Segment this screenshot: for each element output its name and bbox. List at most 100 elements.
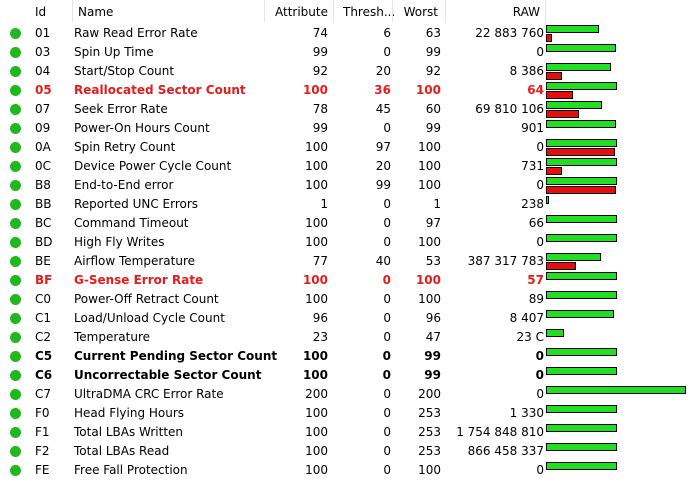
column-divider[interactable]	[392, 0, 393, 22]
attribute-id: C7	[35, 387, 52, 401]
column-header-attribute[interactable]: Attribute	[275, 5, 328, 19]
attribute-threshold: 0	[383, 121, 391, 135]
attribute-raw: 23 C	[516, 330, 544, 344]
attribute-raw: 731	[521, 159, 544, 173]
attribute-threshold: 0	[383, 197, 391, 211]
attribute-name: Start/Stop Count	[74, 64, 175, 78]
attribute-value: 100	[302, 368, 328, 382]
attribute-value: 100	[305, 216, 328, 230]
table-row[interactable]: C6 Uncorrectable Sector Count 100 0 99 0	[0, 366, 696, 385]
attribute-value: 96	[312, 311, 328, 325]
attribute-raw: 866 458 337	[467, 444, 544, 458]
table-row[interactable]: C1 Load/Unload Cycle Count 96 0 96 8 407	[0, 309, 696, 328]
table-row[interactable]: 09 Power-On Hours Count 99 0 99 901	[0, 119, 696, 138]
table-row[interactable]: F0 Head Flying Hours 100 0 253 1 330	[0, 404, 696, 423]
attribute-threshold: 0	[382, 349, 391, 363]
attribute-name: Total LBAs Written	[74, 425, 184, 439]
column-divider[interactable]	[264, 0, 265, 22]
attribute-id: 0A	[35, 140, 51, 154]
table-row[interactable]: BD High Fly Writes 100 0 100 0	[0, 233, 696, 252]
column-header-id[interactable]: Id	[35, 5, 47, 19]
attribute-worst: 99	[425, 121, 441, 135]
attribute-raw: 0	[536, 140, 544, 154]
attribute-threshold: 0	[383, 406, 391, 420]
attribute-threshold: 20	[375, 64, 391, 78]
column-header-raw[interactable]: RAW	[512, 5, 540, 19]
threshold-bar	[546, 262, 576, 270]
attribute-id: BC	[35, 216, 52, 230]
table-row[interactable]: 0C Device Power Cycle Count 100 20 100 731	[0, 157, 696, 176]
attribute-name: Device Power Cycle Count	[74, 159, 232, 173]
column-header-name[interactable]: Name	[78, 5, 114, 19]
attribute-name: Current Pending Sector Count	[74, 349, 278, 363]
attribute-name: Power-Off Retract Count	[74, 292, 219, 306]
table-row[interactable]: F1 Total LBAs Written 100 0 253 1 754 848 810	[0, 423, 696, 442]
value-bar	[546, 462, 617, 470]
attribute-threshold: 0	[383, 45, 391, 59]
attribute-raw: 0	[535, 349, 544, 363]
table-row[interactable]: C2 Temperature 23 0 47 23 C	[0, 328, 696, 347]
value-bar	[546, 386, 686, 394]
table-row[interactable]: BF G-Sense Error Rate 100 0 100 57	[0, 271, 696, 290]
table-row[interactable]: C0 Power-Off Retract Count 100 0 100 89	[0, 290, 696, 309]
attribute-raw: 0	[536, 463, 544, 477]
attribute-raw: 387 317 783	[467, 254, 544, 268]
status-ok-icon	[10, 332, 21, 343]
attribute-worst: 96	[425, 311, 441, 325]
column-divider[interactable]	[72, 0, 73, 22]
table-row[interactable]: BB Reported UNC Errors 1 0 1 238	[0, 195, 696, 214]
attribute-raw: 66	[528, 216, 544, 230]
attribute-threshold: 20	[375, 159, 391, 173]
attribute-worst: 100	[418, 159, 441, 173]
attribute-threshold: 99	[375, 178, 391, 192]
table-row[interactable]: 05 Reallocated Sector Count 100 36 100 64	[0, 81, 696, 100]
column-divider[interactable]	[333, 0, 334, 22]
attribute-threshold: 45	[375, 102, 391, 116]
attribute-name: Airflow Temperature	[74, 254, 196, 268]
attribute-id: C0	[35, 292, 52, 306]
attribute-id: F1	[35, 425, 50, 439]
attribute-value: 23	[312, 330, 328, 344]
attribute-id: 04	[35, 64, 51, 78]
column-divider[interactable]	[545, 0, 546, 22]
attribute-name: Spin Retry Count	[74, 140, 176, 154]
attribute-threshold: 0	[382, 368, 391, 382]
attribute-worst: 92	[425, 64, 441, 78]
attribute-name: UltraDMA CRC Error Rate	[74, 387, 224, 401]
attribute-worst: 253	[418, 406, 441, 420]
table-row[interactable]: 07 Seek Error Rate 78 45 60 69 810 106	[0, 100, 696, 119]
table-row[interactable]: F2 Total LBAs Read 100 0 253 866 458 337	[0, 442, 696, 461]
status-ok-icon	[10, 199, 21, 210]
value-bar	[546, 234, 617, 242]
value-bar	[546, 215, 617, 223]
attribute-id: C2	[35, 330, 52, 344]
column-header-threshold[interactable]: Thresh...	[343, 5, 396, 19]
table-row[interactable]: B8 End-to-End error 100 99 100 0	[0, 176, 696, 195]
attribute-id: 03	[35, 45, 51, 59]
attribute-threshold: 0	[383, 387, 391, 401]
threshold-bar	[546, 186, 617, 194]
attribute-name: Seek Error Rate	[74, 102, 168, 116]
status-ok-icon	[10, 351, 21, 362]
attribute-id: F2	[35, 444, 50, 458]
table-header: Id Name Attribute Thresh... Worst RAW	[0, 0, 696, 24]
table-row[interactable]: 0A Spin Retry Count 100 97 100 0	[0, 138, 696, 157]
status-ok-icon	[10, 47, 21, 58]
value-bar	[546, 139, 617, 147]
table-row[interactable]: BC Command Timeout 100 0 97 66	[0, 214, 696, 233]
table-row[interactable]: 01 Raw Read Error Rate 74 6 63 22 883 760	[0, 24, 696, 43]
table-row[interactable]: 03 Spin Up Time 99 0 99 0	[0, 43, 696, 62]
table-row[interactable]: C7 UltraDMA CRC Error Rate 200 0 200 0	[0, 385, 696, 404]
table-row[interactable]: FE Free Fall Protection 100 0 100 0	[0, 461, 696, 480]
attribute-name: Spin Up Time	[74, 45, 154, 59]
attribute-name: Power-On Hours Count	[74, 121, 210, 135]
table-row[interactable]: 04 Start/Stop Count 92 20 92 8 386	[0, 62, 696, 81]
column-header-worst[interactable]: Worst	[403, 5, 438, 19]
attribute-worst: 100	[415, 273, 441, 287]
value-bar	[546, 82, 617, 90]
table-row[interactable]: C5 Current Pending Sector Count 100 0 99 0	[0, 347, 696, 366]
table-row[interactable]: BE Airflow Temperature 77 40 53 387 317 783	[0, 252, 696, 271]
column-divider[interactable]	[445, 0, 446, 22]
attribute-id: 05	[35, 83, 52, 97]
